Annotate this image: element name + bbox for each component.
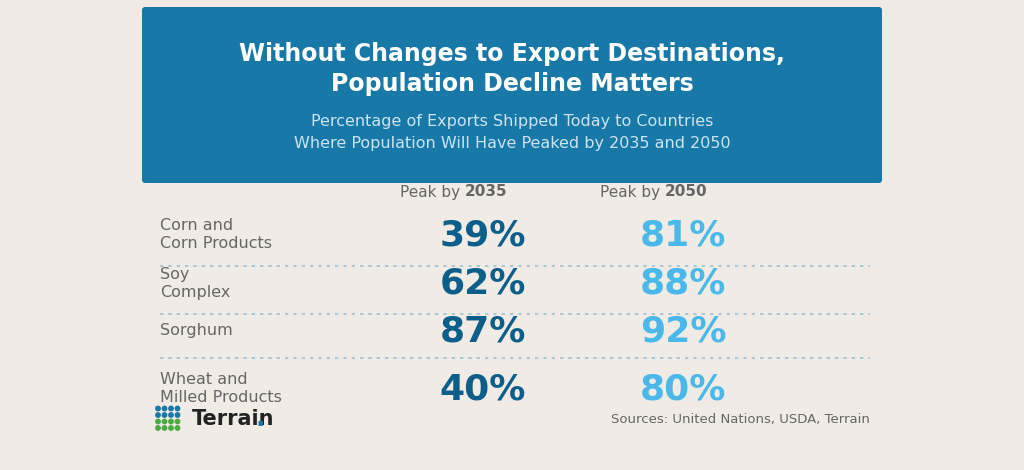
Text: .: . — [256, 407, 265, 431]
Text: Sorghum: Sorghum — [160, 323, 232, 338]
Text: Terrain: Terrain — [193, 409, 274, 429]
Text: 81%: 81% — [640, 218, 726, 252]
Circle shape — [162, 419, 167, 423]
Text: 39%: 39% — [439, 218, 526, 252]
Text: Corn and: Corn and — [160, 219, 233, 234]
Circle shape — [156, 419, 160, 423]
Circle shape — [156, 413, 160, 417]
Circle shape — [169, 419, 173, 423]
Text: 2050: 2050 — [665, 185, 708, 199]
Text: 80%: 80% — [640, 372, 726, 406]
Circle shape — [175, 413, 179, 417]
Text: Sources: United Nations, USDA, Terrain: Sources: United Nations, USDA, Terrain — [611, 413, 870, 425]
Text: Peak by: Peak by — [400, 185, 465, 199]
Circle shape — [162, 413, 167, 417]
Text: Corn Products: Corn Products — [160, 236, 272, 251]
Text: 92%: 92% — [640, 314, 726, 348]
Text: Population Decline Matters: Population Decline Matters — [331, 72, 693, 96]
Text: 87%: 87% — [440, 314, 526, 348]
Text: Percentage of Exports Shipped Today to Countries: Percentage of Exports Shipped Today to C… — [311, 114, 713, 129]
Text: Soy: Soy — [160, 267, 189, 282]
Circle shape — [156, 426, 160, 430]
Text: Wheat and: Wheat and — [160, 373, 248, 387]
Circle shape — [175, 406, 179, 411]
Text: Peak by: Peak by — [600, 185, 665, 199]
Circle shape — [162, 426, 167, 430]
Text: 88%: 88% — [640, 267, 726, 301]
Text: 40%: 40% — [440, 372, 526, 406]
Circle shape — [162, 406, 167, 411]
Text: Without Changes to Export Destinations,: Without Changes to Export Destinations, — [239, 42, 785, 66]
Circle shape — [169, 406, 173, 411]
Circle shape — [169, 426, 173, 430]
Circle shape — [156, 406, 160, 411]
Text: Complex: Complex — [160, 285, 230, 300]
Circle shape — [169, 413, 173, 417]
Circle shape — [175, 419, 179, 423]
Text: Where Population Will Have Peaked by 2035 and 2050: Where Population Will Have Peaked by 203… — [294, 136, 730, 151]
Text: 62%: 62% — [440, 267, 526, 301]
FancyBboxPatch shape — [142, 7, 882, 183]
Text: 2035: 2035 — [465, 185, 508, 199]
Text: Milled Products: Milled Products — [160, 391, 282, 406]
Circle shape — [175, 426, 179, 430]
